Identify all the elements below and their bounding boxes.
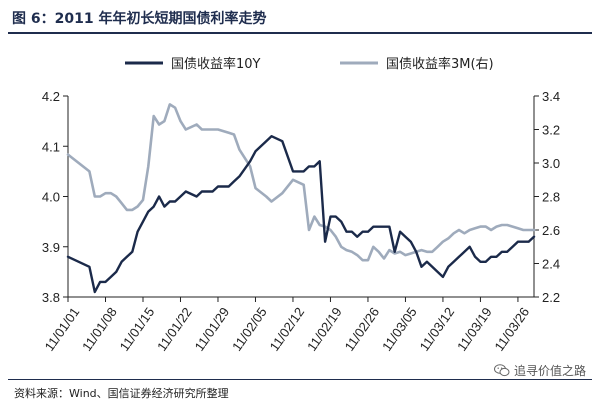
series-lines — [66, 103, 536, 294]
right-tick-label: 2.4 — [542, 257, 560, 272]
right-tick-label: 3.0 — [542, 156, 560, 171]
legend-item-3m: 国债收益率3M(右) — [340, 56, 494, 72]
watermark: 追寻价值之路 — [493, 362, 586, 379]
x-tick-label: 11/02/05 — [229, 305, 270, 354]
source-note: 资料来源：Wind、国信证券经济研究所整理 — [14, 387, 229, 400]
x-tick-label: 11/01/29 — [192, 305, 233, 354]
x-tick-label: 11/03/19 — [454, 305, 495, 354]
axes: 3.8 3.9 4.0 4.1 4.2 2.2 2.4 2.6 2.8 3.0 3.2 3.4 11/0… — [42, 89, 561, 354]
figure-header: 图 6：2011 年年初长短期国债利率走势 — [0, 0, 600, 34]
x-tick-label: 11/03/12 — [416, 305, 457, 354]
x-tick-label: 11/03/26 — [491, 305, 532, 354]
series-3m-line — [66, 103, 536, 262]
x-tick-label: 11/01/01 — [42, 305, 83, 354]
x-tick-label: 11/03/05 — [379, 305, 420, 354]
line-chart: 3.8 3.9 4.0 4.1 4.2 2.2 2.4 2.6 2.8 3.0 3.2 3.4 11/0… — [42, 56, 561, 354]
left-tick-label: 3.8 — [42, 290, 60, 305]
legend-label: 国债收益率10Y — [171, 56, 261, 72]
header-rule — [8, 32, 592, 34]
x-tick-label: 11/02/12 — [267, 305, 308, 354]
x-tick-label: 11/01/15 — [117, 305, 158, 354]
series-10y-line — [66, 135, 536, 294]
x-tick-label: 11/02/19 — [304, 305, 345, 354]
left-tick-label: 4.2 — [42, 89, 60, 104]
left-tick-label: 4.1 — [42, 139, 60, 154]
x-tick-label: 11/01/08 — [79, 305, 120, 354]
x-tick-label: 11/01/22 — [154, 305, 195, 354]
right-tick-label: 2.6 — [542, 223, 560, 238]
legend-item-10y: 国债收益率10Y — [125, 56, 261, 72]
left-tick-label: 4.0 — [42, 190, 60, 205]
right-tick-label: 2.8 — [542, 190, 560, 205]
legend: 国债收益率10Y 国债收益率3M(右) — [125, 56, 494, 72]
watermark-text: 追寻价值之路 — [513, 364, 586, 378]
x-tick-label: 11/02/26 — [342, 305, 383, 354]
legend-label: 国债收益率3M(右) — [386, 56, 494, 72]
wechat-icon — [493, 364, 510, 377]
right-tick-label: 3.4 — [542, 89, 560, 104]
right-tick-label: 2.2 — [542, 290, 560, 305]
right-tick-label: 3.2 — [542, 123, 560, 138]
left-tick-label: 3.9 — [42, 240, 60, 255]
figure-title: 图 6：2011 年年初长短期国债利率走势 — [12, 11, 267, 27]
footer-rule — [8, 379, 592, 380]
